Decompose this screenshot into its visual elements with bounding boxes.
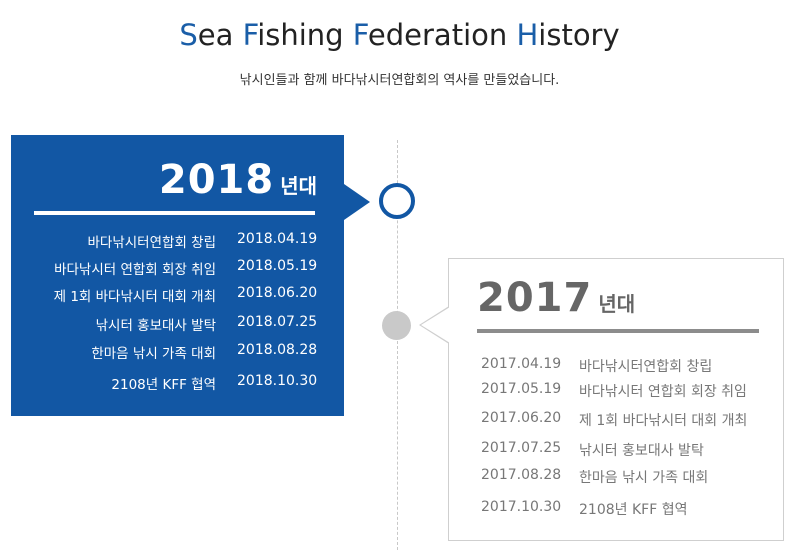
event-row: 2017.04.19 바다낚시터연합회 창립 (449, 356, 785, 378)
title-part-2-cap: F (242, 18, 258, 52)
timeline-panel-2018: 2018 년대 바다낚시터연합회 창립 2018.04.19 바다낚시터 연합회 … (11, 135, 344, 416)
year-heading-2017: 2017 년대 (477, 275, 635, 321)
timeline-node-2017[interactable] (382, 311, 411, 340)
year-divider (34, 211, 315, 215)
year-number: 2017 (477, 275, 593, 321)
event-label: 바다낚시터연합회 창립 (87, 235, 217, 251)
event-row: 바다낚시터연합회 창립 2018.04.19 (11, 231, 344, 253)
title-part-3-rest: ederation (367, 18, 517, 52)
event-date: 2017.04.19 (481, 356, 562, 372)
event-row: 제 1회 바다낚시터 대회 개최 2018.06.20 (11, 285, 344, 307)
event-label: 바다낚시터 연합회 회장 취임 (54, 262, 216, 278)
page-title: Sea Fishing Federation History (0, 18, 799, 52)
timeline-panel-2017: 2017 년대 2017.04.19 바다낚시터연합회 창립 2017.05.19… (448, 258, 784, 541)
pointer-arrow-2017-fill (421, 307, 450, 343)
event-label: 바다낚시터 연합회 회장 취임 (579, 384, 747, 400)
timeline-axis (397, 140, 398, 550)
event-row: 낚시터 홍보대사 발탁 2018.07.25 (11, 314, 344, 336)
title-part-2-rest: ishing (257, 18, 353, 52)
year-number: 2018 (158, 157, 275, 203)
event-row: 2017.05.19 바다낚시터 연합회 회장 취임 (449, 381, 785, 403)
event-date: 2018.05.19 (237, 258, 318, 274)
event-row: 2017.06.20 제 1회 바다낚시터 대회 개최 (449, 410, 785, 432)
year-heading-2018: 2018 년대 (159, 157, 317, 203)
event-label: 낚시터 홍보대사 발탁 (95, 318, 216, 334)
event-date: 2017.06.20 (481, 410, 562, 426)
event-date: 2018.07.25 (237, 314, 318, 330)
event-date: 2017.08.28 (481, 467, 562, 483)
event-date: 2017.10.30 (481, 499, 562, 515)
timeline-node-2018[interactable] (379, 183, 415, 219)
event-label: 2108년 KFF 협역 (111, 377, 216, 393)
event-label: 낚시터 홍보대사 발탁 (579, 443, 704, 459)
event-label: 제 1회 바다낚시터 대회 개최 (53, 289, 216, 305)
title-part-4-cap: H (516, 18, 539, 52)
year-suffix: 년대 (598, 292, 636, 316)
title-part-4-rest: istory (538, 18, 620, 52)
year-suffix: 년대 (280, 174, 317, 198)
title-part-1-rest: ea (197, 18, 243, 52)
event-label: 한마음 낚시 가족 대회 (579, 470, 709, 486)
event-date: 2018.10.30 (237, 373, 318, 389)
event-date: 2017.07.25 (481, 440, 562, 456)
page-subtitle: 낚시인들과 함께 바다낚시터연합회의 역사를 만들었습니다. (239, 73, 560, 88)
event-label: 2108년 KFF 협역 (579, 502, 688, 518)
event-row: 2017.07.25 낚시터 홍보대사 발탁 (449, 440, 785, 462)
event-date: 2017.05.19 (481, 381, 562, 397)
title-part-3-cap: F (352, 18, 368, 52)
event-row: 2017.08.28 한마음 낚시 가족 대회 (449, 467, 785, 489)
event-row: 2108년 KFF 협역 2018.10.30 (11, 373, 344, 395)
pointer-arrow-2018 (344, 184, 370, 220)
event-label: 한마음 낚시 가족 대회 (91, 346, 216, 362)
year-divider (477, 329, 759, 333)
event-row: 2017.10.30 2108년 KFF 협역 (449, 499, 785, 521)
event-label: 바다낚시터연합회 창립 (579, 359, 713, 375)
title-part-1-cap: S (179, 18, 198, 52)
event-date: 2018.08.28 (237, 342, 318, 358)
event-row: 바다낚시터 연합회 회장 취임 2018.05.19 (11, 258, 344, 280)
event-date: 2018.04.19 (237, 231, 318, 247)
event-date: 2018.06.20 (237, 285, 318, 301)
event-row: 한마음 낚시 가족 대회 2018.08.28 (11, 342, 344, 364)
event-label: 제 1회 바다낚시터 대회 개최 (579, 413, 748, 429)
